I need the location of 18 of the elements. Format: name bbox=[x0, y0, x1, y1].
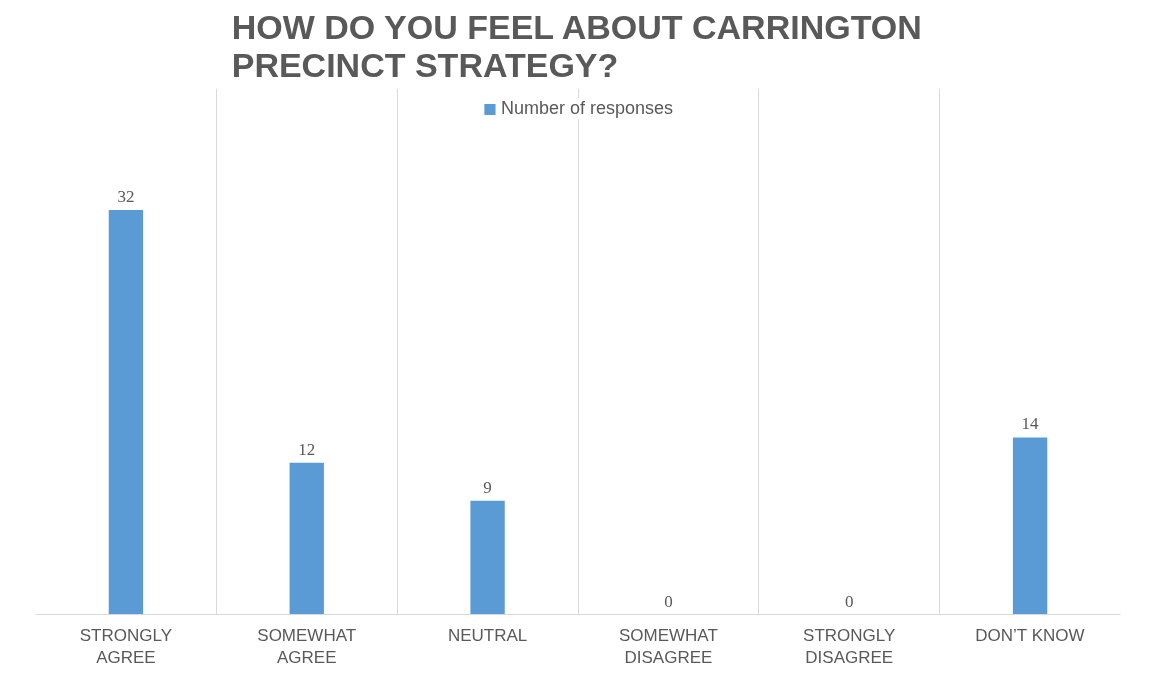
x-tick-label: NEUTRAL bbox=[447, 625, 528, 645]
bar bbox=[470, 500, 505, 615]
x-tick-label: SOMEWHAT DISAGREE bbox=[618, 625, 718, 668]
x-tick-label: STRONGLY DISAGREE bbox=[803, 625, 896, 668]
data-label: 0 bbox=[664, 591, 673, 611]
x-tick-label: STRONGLY AGREE bbox=[79, 625, 173, 668]
data-label: 9 bbox=[483, 477, 492, 497]
bar bbox=[289, 462, 324, 615]
bar bbox=[1012, 437, 1048, 615]
bar bbox=[108, 209, 144, 615]
data-label: 32 bbox=[117, 186, 135, 206]
data-label: 12 bbox=[298, 439, 316, 459]
x-tick-label: DON’T KNOW bbox=[975, 625, 1085, 645]
data-label: 0 bbox=[845, 591, 854, 611]
chart-title: HOW DO YOU FEEL ABOUT CARRINGTON PRECINCT STRATEGY? bbox=[231, 7, 922, 84]
data-label: 14 bbox=[1021, 414, 1040, 434]
legend-label: Number of responses bbox=[500, 98, 674, 119]
x-tick-label: SOMEWHAT AGREE bbox=[257, 625, 357, 668]
